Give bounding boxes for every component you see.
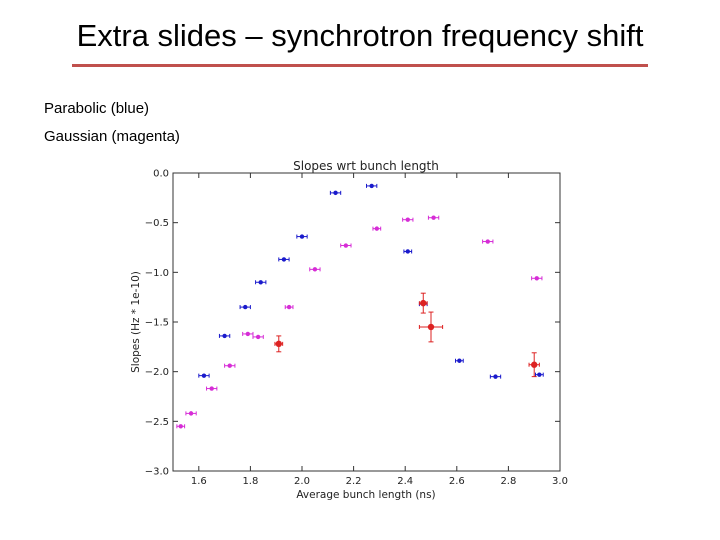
parabolic-point <box>405 249 410 254</box>
slide-title: Extra slides – synchrotron frequency shi… <box>76 18 644 53</box>
plot-area <box>172 172 561 472</box>
x-tick-label: 1.8 <box>242 476 258 487</box>
y-tick-label: −3.0 <box>145 467 169 478</box>
parabolic-point <box>222 333 227 339</box>
y-axis-label: Slopes (Hz * 1e-10) <box>130 271 142 373</box>
gaussian-point <box>255 334 261 340</box>
y-tick-label: −1.5 <box>145 318 169 329</box>
x-tick-label: 2.2 <box>346 476 362 487</box>
gaussian-point <box>312 267 318 272</box>
axis-ticks: 1.6 1.8 2.0 2.2 2.4 2.6 2.8 3.0 0.0 −0.5 −1.0 −1.5 −… <box>145 169 568 488</box>
x-tick-label: 2.4 <box>397 476 413 487</box>
parabolic-point <box>201 373 207 378</box>
y-tick-label: −2.0 <box>145 367 169 378</box>
gaussian-point <box>374 226 380 231</box>
x-tick-label: 2.8 <box>500 476 516 487</box>
y-tick-label: 0.0 <box>153 169 169 180</box>
gaussian-point <box>188 411 194 416</box>
parabolic-point <box>537 372 542 377</box>
red-points-point <box>420 299 427 307</box>
title-underline <box>72 64 648 67</box>
gaussian-point <box>534 276 539 281</box>
gaussian-point <box>343 243 349 248</box>
parabolic-point <box>258 280 263 285</box>
gaussian-point <box>405 217 410 222</box>
chart-title: Slopes wrt bunch length <box>293 159 439 173</box>
x-tick-label: 2.0 <box>294 476 310 487</box>
gaussian-point <box>245 331 251 337</box>
x-tick-label: 3.0 <box>552 476 568 487</box>
y-tick-label: −0.5 <box>145 218 169 229</box>
parabolic-point <box>281 257 287 262</box>
x-axis-label: Average bunch length (ns) <box>296 489 435 501</box>
gaussian-point <box>178 424 183 429</box>
red-points-point <box>427 323 435 331</box>
red-points-point <box>275 340 282 348</box>
parabolic-point <box>299 234 305 239</box>
gaussian-point <box>286 304 292 310</box>
gaussian-point <box>227 363 232 368</box>
x-tick-label: 1.6 <box>191 476 207 487</box>
parabolic-point <box>333 190 338 196</box>
gaussian-point <box>485 239 490 244</box>
y-tick-label: −2.5 <box>145 417 169 428</box>
gaussian-point <box>431 215 436 220</box>
parabolic-point <box>493 374 498 379</box>
parabolic-point <box>369 183 374 189</box>
parabolic-point <box>457 358 462 363</box>
legend-text-parabolic: Parabolic (blue) <box>44 100 150 117</box>
red-points-point <box>531 361 538 368</box>
data-marks <box>176 183 544 429</box>
y-tick-label: −1.0 <box>145 268 169 279</box>
legend-text-gaussian: Gaussian (magenta) <box>44 128 180 145</box>
parabolic-point <box>243 304 248 310</box>
x-tick-label: 2.6 <box>449 476 465 487</box>
gaussian-point <box>209 386 214 391</box>
